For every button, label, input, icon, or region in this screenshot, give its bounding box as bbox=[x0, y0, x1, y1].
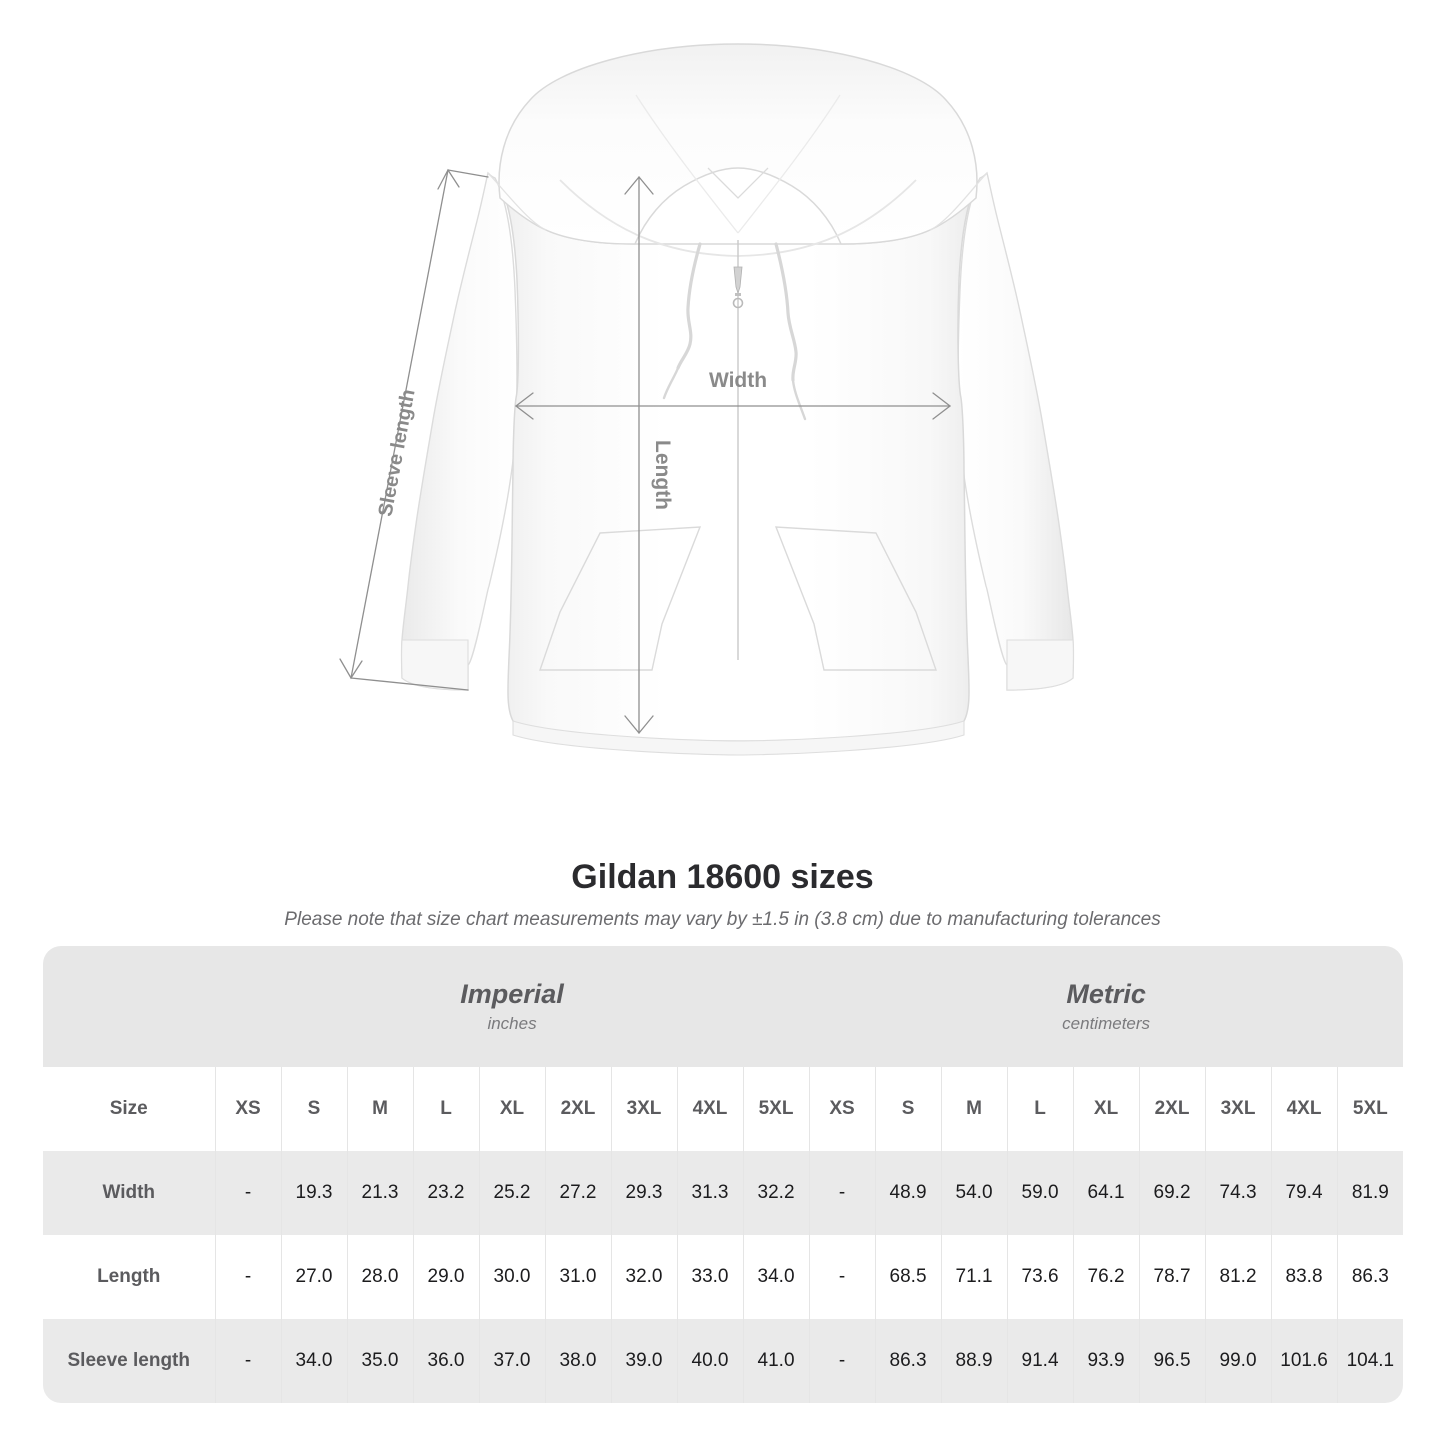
svg-text:Length: Length bbox=[651, 440, 674, 510]
svg-text:Width: Width bbox=[709, 369, 767, 392]
svg-text:Sleeve length: Sleeve length bbox=[375, 388, 420, 519]
